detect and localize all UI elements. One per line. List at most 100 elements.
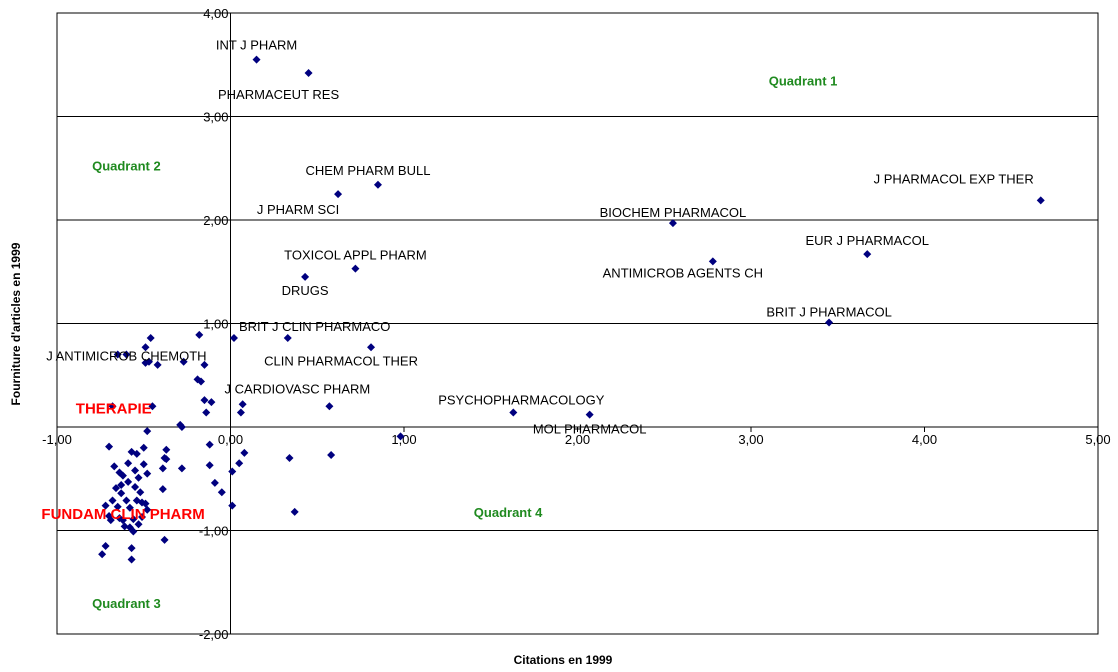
data-points [98, 55, 1045, 564]
point-label: TOXICOL APPL PHARM [284, 248, 427, 263]
y-tick-label: 2,00 [203, 213, 228, 228]
data-point [285, 454, 294, 463]
data-point [162, 445, 171, 454]
quadrant-label: Quadrant 1 [769, 73, 838, 88]
data-point [207, 398, 216, 407]
point-label: CLIN PHARMACOL THER [264, 353, 418, 368]
data-point [125, 503, 134, 512]
data-point [141, 358, 150, 367]
data-point [158, 464, 167, 473]
data-point [139, 443, 148, 452]
labeled-data-point [229, 333, 238, 342]
point-label: J PHARMACOL EXP THER [874, 171, 1034, 186]
data-point [125, 523, 134, 532]
point-labels: INT J PHARM PHARMACEUT RES CHEM PHARM BULL… [41, 38, 1033, 523]
data-point [200, 396, 209, 405]
data-point [105, 442, 114, 451]
point-label: MOL PHARMACOL [533, 422, 647, 437]
data-point [193, 375, 202, 384]
data-point [228, 467, 237, 476]
y-tick-label: 4,00 [203, 6, 228, 21]
y-tick-label: 1,00 [203, 317, 228, 332]
quadrant-label: Quadrant 4 [474, 505, 543, 520]
data-point [111, 484, 120, 493]
data-point [124, 477, 133, 486]
quadrant-label: Quadrant 3 [92, 596, 161, 611]
y-axis-title: Fourniture d'articles en 1999 [9, 242, 23, 405]
point-label: CHEM PHARM BULL [305, 163, 430, 178]
point-label: J CARDIOVASC PHARM [225, 381, 371, 396]
quadrant-labels: Quadrant 1 Quadrant 2 Quadrant 3 Quadrant 4 [92, 73, 837, 611]
data-point [148, 402, 157, 411]
point-label: PHARMACEUT RES [218, 87, 339, 102]
point-label: DRUGS [282, 283, 329, 298]
data-point [101, 501, 110, 510]
labeled-data-point [509, 408, 518, 417]
point-label: THERAPIE [76, 400, 152, 417]
data-point [122, 496, 131, 505]
data-point [127, 555, 136, 564]
data-point [98, 550, 107, 559]
data-point [105, 512, 114, 521]
data-point [117, 489, 126, 498]
data-point [143, 505, 152, 514]
data-point [202, 408, 211, 417]
data-point [143, 427, 152, 436]
data-point [240, 448, 249, 457]
data-point [120, 522, 129, 531]
point-label: ANTIMICROB AGENTS CH [603, 265, 763, 280]
point-label: BRIT J PHARMACOL [766, 304, 891, 319]
data-point [127, 447, 136, 456]
data-point [177, 464, 186, 473]
x-tick-label: 4,00 [912, 432, 937, 447]
data-point [110, 462, 119, 471]
data-point [176, 420, 185, 429]
x-tick-label: -1,00 [42, 432, 72, 447]
data-point [129, 515, 138, 524]
x-tick-label: 5,00 [1085, 432, 1110, 447]
labeled-data-point [585, 410, 594, 419]
data-point [108, 402, 117, 411]
data-point [200, 360, 209, 369]
data-point [146, 333, 155, 342]
data-point [160, 454, 169, 463]
labeled-data-point [825, 318, 834, 327]
data-point [132, 496, 141, 505]
data-point [127, 544, 136, 553]
data-point [235, 459, 244, 468]
y-tick-label: 3,00 [203, 110, 228, 125]
data-point [153, 360, 162, 369]
data-point [210, 478, 219, 487]
point-label: BIOCHEM PHARMACOL [600, 205, 747, 220]
data-point [141, 343, 150, 352]
data-point [108, 496, 117, 505]
quadrant-label: Quadrant 2 [92, 158, 161, 173]
x-tick-label: 3,00 [738, 432, 763, 447]
labeled-data-point [122, 350, 131, 359]
data-point [327, 450, 336, 459]
point-label: INT J PHARM [216, 38, 297, 53]
point-label: PSYCHOPHARMACOLOGY [438, 393, 604, 408]
data-point [131, 466, 140, 475]
data-point [283, 333, 292, 342]
data-point [143, 469, 152, 478]
data-point [115, 514, 124, 523]
data-point [217, 488, 226, 497]
data-point [113, 502, 122, 511]
data-point [396, 432, 405, 441]
data-point [101, 542, 110, 551]
y-tick-labels: -2,00 -1,00 1,00 2,00 3,00 4,00 [199, 6, 229, 642]
labeled-data-point [708, 257, 717, 266]
x-axis-title: Citations en 1999 [514, 653, 613, 667]
data-point [113, 350, 122, 359]
data-point [195, 330, 204, 339]
data-point [290, 507, 299, 516]
labeled-data-point [304, 69, 313, 78]
data-point [138, 513, 147, 522]
y-tick-label: -2,00 [199, 627, 229, 642]
point-label: FUNDAM CLIN PHARM [41, 506, 204, 523]
labeled-data-point [1036, 196, 1045, 205]
data-point [205, 461, 214, 470]
data-point [160, 535, 169, 544]
